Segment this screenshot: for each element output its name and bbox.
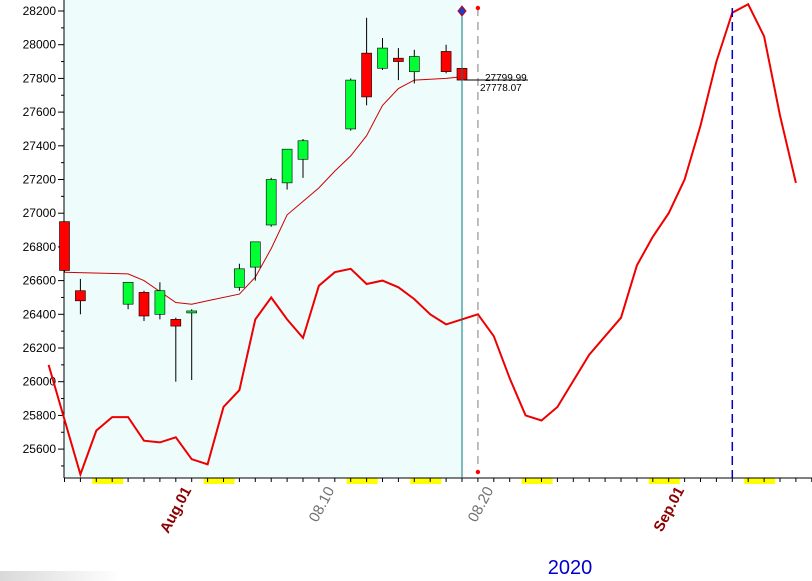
y-tick-label: 27600: [23, 105, 57, 119]
candle-body: [361, 52, 372, 98]
y-tick-label: 25600: [23, 442, 57, 456]
y-tick-label: 26600: [23, 274, 57, 288]
current-markers: [457, 5, 734, 478]
y-tick-label: 27400: [23, 139, 57, 153]
y-tick-label: 27800: [23, 71, 57, 85]
candle-body: [250, 241, 261, 268]
candle-body: [408, 56, 420, 72]
candle-body: [265, 179, 277, 226]
y-tick-label: 27200: [23, 173, 57, 187]
y-tick-label: 28200: [23, 4, 57, 18]
candle: [138, 290, 150, 322]
candle: [440, 44, 452, 74]
candle: [250, 241, 261, 281]
highlight-markers: [92, 478, 776, 484]
candle-body: [393, 57, 404, 62]
candle: [75, 278, 86, 315]
candle-body: [59, 221, 70, 271]
y-tick-label: 26000: [23, 375, 57, 389]
candle: [154, 282, 166, 320]
forecast-marker-bottom: [475, 469, 481, 475]
candle-body: [122, 281, 134, 305]
highlight-marker: [521, 478, 553, 484]
candles: [59, 17, 468, 382]
y-tick-label: 27000: [23, 206, 57, 220]
current-marker-diamond: [457, 5, 467, 17]
x-tick-label: Sep.01: [650, 484, 688, 535]
candle-body: [170, 319, 182, 327]
candle: [170, 317, 182, 382]
y-tick-label: 26800: [23, 240, 57, 254]
highlight-marker: [203, 478, 235, 484]
candle: [234, 263, 245, 291]
candle: [281, 148, 293, 190]
candle-body: [75, 290, 86, 302]
highlight-marker: [410, 478, 442, 484]
highlight-marker: [648, 478, 680, 484]
price-label-high: 27799.99: [485, 73, 527, 84]
history-background: [64, 0, 462, 478]
candle-body: [440, 51, 452, 72]
x-axis-tick-labels: Aug.01 08.10 08.20 Sep.01: [157, 484, 688, 536]
y-tick-label: 26200: [23, 341, 57, 355]
highlight-marker: [92, 478, 124, 484]
forecast-line: [47, 2, 797, 478]
x-tick-label: 08.10: [306, 484, 339, 525]
candle-body: [154, 290, 166, 315]
candle: [361, 17, 372, 106]
y-axis-tick-labels: 28200 28000 27800 27600 27400 27200 27000 26800…: [23, 4, 57, 456]
candle-body: [297, 140, 309, 160]
year-label: 2020: [547, 557, 593, 579]
y-tick-label: 28000: [23, 38, 57, 52]
candle: [297, 139, 309, 178]
candle-body: [234, 268, 245, 288]
candle-body: [186, 310, 197, 314]
candle: [408, 49, 420, 84]
candle: [122, 281, 134, 310]
average-line: [64, 76, 463, 305]
candle-body: [281, 148, 293, 184]
x-tick-label: Aug.01: [157, 484, 195, 536]
status-shadow: [0, 571, 120, 581]
candle: [393, 48, 404, 81]
candle-body: [377, 47, 388, 69]
candle: [265, 177, 277, 227]
candle: [377, 37, 388, 70]
y-tick-label: 25800: [23, 408, 57, 422]
candle: [345, 78, 357, 131]
candle-body: [138, 292, 150, 317]
series-lines: [47, 2, 797, 478]
candle: [186, 309, 197, 381]
forecast-marker-top: [475, 5, 481, 11]
y-tick-label: 26400: [23, 307, 57, 321]
price-label-low: 27778.07: [480, 83, 522, 94]
highlight-marker: [744, 478, 776, 484]
candle: [59, 221, 70, 273]
candle-body: [345, 79, 357, 130]
highlight-marker: [346, 478, 378, 484]
x-tick-label: 08.20: [465, 484, 498, 525]
